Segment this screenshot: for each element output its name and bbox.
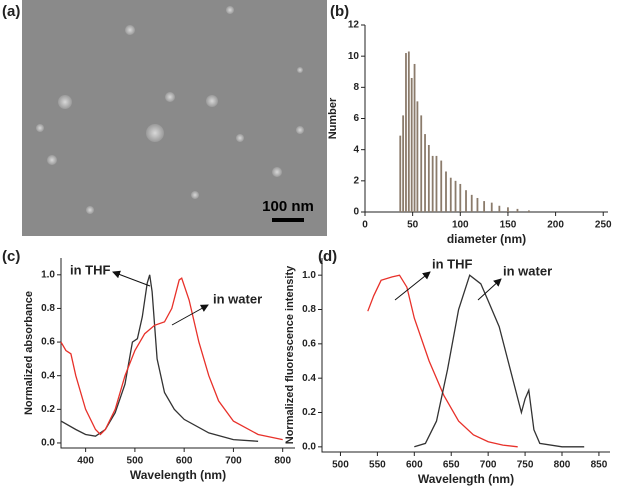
y-tick-label: 1.0 bbox=[302, 270, 316, 281]
annotation: in THF bbox=[432, 256, 472, 271]
annotation-arrow bbox=[394, 271, 431, 301]
y-tick-label: 0 bbox=[353, 207, 359, 218]
line-series bbox=[60, 277, 283, 441]
y-tick-label: 0.8 bbox=[302, 304, 316, 315]
y-tick-label: 0.4 bbox=[302, 373, 316, 384]
bar bbox=[490, 202, 493, 212]
panel-label: (b) bbox=[330, 3, 349, 20]
x-tick-label: 200 bbox=[547, 220, 564, 231]
bar bbox=[424, 134, 426, 212]
x-axis-label: Wavelength (nm) bbox=[130, 468, 226, 482]
x-tick-label: 800 bbox=[554, 460, 571, 471]
bar bbox=[399, 135, 402, 212]
panel-label: (d) bbox=[318, 248, 337, 265]
y-tick-label: 0.0 bbox=[41, 438, 55, 449]
y-tick-label: 0.6 bbox=[41, 337, 55, 348]
y-tick-label: 0.8 bbox=[41, 303, 55, 314]
bar bbox=[416, 101, 419, 212]
y-tick-label: 10 bbox=[348, 51, 360, 62]
x-tick-label: 500 bbox=[332, 460, 349, 471]
line-series bbox=[60, 274, 259, 442]
y-tick-label: 0.2 bbox=[302, 407, 316, 418]
bar bbox=[445, 171, 447, 212]
bar bbox=[507, 207, 509, 212]
y-tick-label: 8 bbox=[353, 82, 359, 93]
bar bbox=[516, 208, 519, 212]
x-tick-label: 50 bbox=[407, 220, 419, 231]
x-tick-label: 850 bbox=[591, 460, 608, 471]
y-tick-label: 0.6 bbox=[302, 338, 316, 349]
x-tick-label: 600 bbox=[406, 460, 423, 471]
x-tick-label: 550 bbox=[369, 460, 386, 471]
x-tick-label: 500 bbox=[127, 456, 144, 467]
panel-label: (c) bbox=[2, 248, 20, 265]
x-tick-label: 800 bbox=[274, 456, 291, 467]
y-axis-label: Normalized absorbance bbox=[23, 291, 35, 415]
y-axis-label: Normalized fluorescence intensity bbox=[284, 265, 296, 444]
y-tick-label: 12 bbox=[348, 20, 360, 31]
line-series bbox=[367, 274, 518, 448]
panel-label: (a) bbox=[2, 3, 20, 20]
y-tick-label: 1.0 bbox=[41, 269, 55, 280]
line-series bbox=[414, 274, 585, 448]
axis-frame bbox=[60, 258, 295, 449]
bar bbox=[459, 183, 462, 212]
y-tick-label: 0.0 bbox=[302, 441, 316, 452]
x-tick-label: 0 bbox=[362, 220, 368, 231]
annotation: in water bbox=[213, 291, 262, 306]
y-tick-label: 4 bbox=[353, 144, 359, 155]
bar bbox=[410, 77, 413, 212]
annotation-arrow bbox=[477, 278, 502, 301]
annotation-arrow bbox=[171, 304, 209, 326]
x-axis-label: diameter (nm) bbox=[447, 232, 526, 246]
bar bbox=[465, 190, 467, 212]
axis-frame bbox=[321, 258, 610, 453]
y-tick-label: 6 bbox=[353, 113, 359, 124]
bar bbox=[435, 155, 438, 212]
bar bbox=[427, 144, 430, 212]
x-tick-label: 150 bbox=[500, 220, 517, 231]
annotation-arrow bbox=[112, 270, 151, 287]
x-tick-label: 600 bbox=[176, 456, 193, 467]
annotation: in THF bbox=[70, 262, 110, 277]
bar bbox=[476, 197, 479, 212]
y-axis-label: Number bbox=[327, 97, 339, 139]
x-axis-label: Wavelength (nm) bbox=[418, 472, 514, 486]
x-tick-label: 400 bbox=[77, 456, 94, 467]
sem-image bbox=[22, 0, 327, 236]
x-tick-label: 250 bbox=[595, 220, 612, 231]
bar bbox=[431, 155, 434, 212]
axis-frame bbox=[364, 25, 608, 213]
bar bbox=[528, 210, 530, 212]
bar bbox=[407, 51, 410, 212]
bar bbox=[449, 177, 452, 212]
x-tick-label: 650 bbox=[443, 460, 460, 471]
bar bbox=[470, 194, 473, 212]
x-tick-label: 750 bbox=[517, 460, 534, 471]
bar bbox=[420, 115, 423, 212]
bar bbox=[413, 63, 416, 213]
bar bbox=[483, 201, 486, 212]
x-tick-label: 100 bbox=[452, 220, 469, 231]
y-tick-label: 0.4 bbox=[41, 370, 55, 381]
bar bbox=[440, 160, 443, 212]
scale-bar-label: 100 nm bbox=[262, 198, 314, 215]
x-tick-label: 700 bbox=[480, 460, 497, 471]
x-tick-label: 700 bbox=[225, 456, 242, 467]
y-tick-label: 2 bbox=[353, 175, 359, 186]
annotation: in water bbox=[503, 263, 552, 278]
y-tick-label: 0.2 bbox=[41, 404, 55, 415]
bar bbox=[402, 115, 405, 212]
bar bbox=[498, 205, 501, 212]
bar bbox=[405, 53, 407, 212]
bar bbox=[454, 180, 457, 212]
